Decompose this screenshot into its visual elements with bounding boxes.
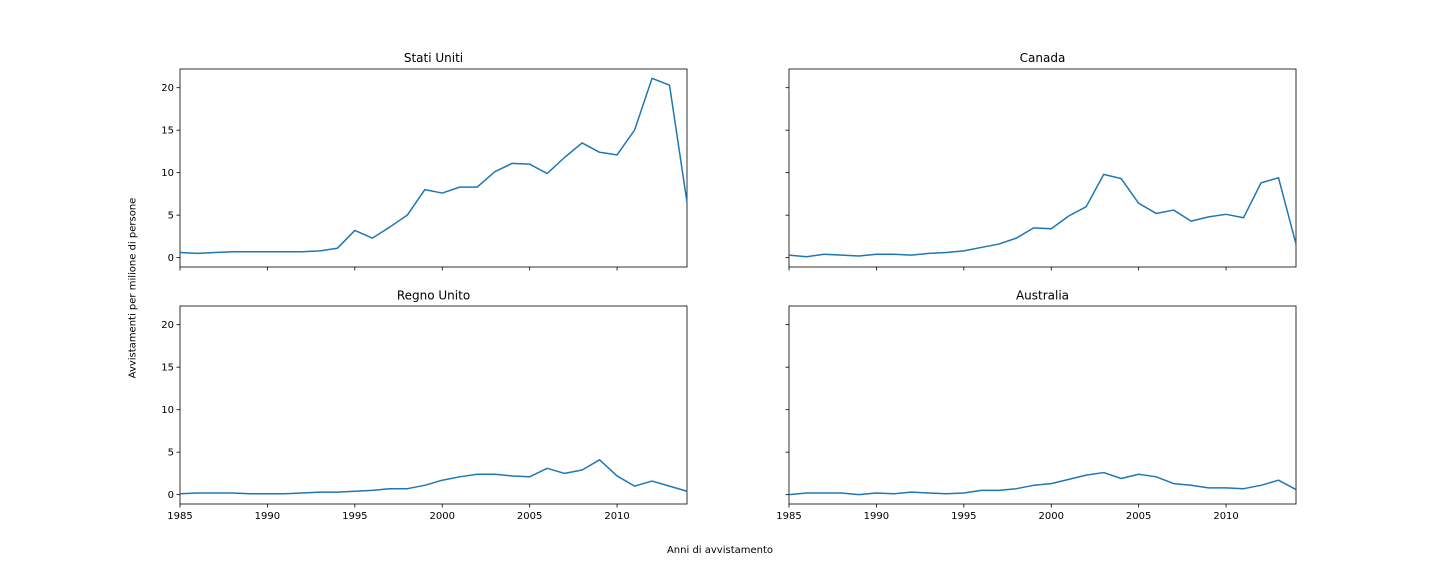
- y-tick-label: 0: [168, 490, 174, 501]
- x-tick-label: 1995: [342, 511, 367, 522]
- x-tick-label: 2000: [1039, 511, 1064, 522]
- y-tick-label: 20: [161, 320, 174, 331]
- panel-axes: 0 5 10 15 20: [161, 68, 688, 271]
- y-tick-label: 10: [161, 405, 174, 416]
- series-line: [179, 77, 688, 255]
- x-tick-label: 1990: [255, 511, 280, 522]
- y-tick-label: 5: [168, 211, 174, 222]
- x-tick-label: 1995: [951, 511, 976, 522]
- panel-canada: Canada: [1020, 51, 1066, 65]
- y-tick-label: 10: [161, 168, 174, 179]
- x-axis-label: Anni di avvistamento: [667, 545, 773, 556]
- panel-title: Stati Uniti: [404, 51, 463, 65]
- panel-axes: [785, 68, 1297, 271]
- x-tick-label: 2010: [604, 511, 629, 522]
- x-tick-label: 1985: [167, 511, 192, 522]
- y-tick-label: 15: [161, 363, 174, 374]
- panel-title: Canada: [1020, 51, 1066, 65]
- panel-axes: 0 5 10 15 20 1985 1990 1995 2000 2005 2010: [161, 305, 688, 522]
- y-tick-label: 15: [161, 126, 174, 137]
- panel-australia: Australia: [1016, 289, 1069, 303]
- panel-stati-uniti: Stati Uniti: [404, 51, 463, 65]
- x-tick-label: 1990: [864, 511, 889, 522]
- series-line: [788, 173, 1297, 258]
- axes-frame: [788, 305, 1297, 505]
- series-line: [788, 471, 1297, 496]
- y-tick-label: 5: [168, 448, 174, 459]
- axes-frame: [788, 68, 1297, 268]
- y-axis-label: Avvistamenti per milione di persone: [128, 198, 139, 379]
- x-tick-label: 2000: [430, 511, 455, 522]
- x-tick-label: 2010: [1213, 511, 1238, 522]
- x-tick-label: 2005: [1126, 511, 1151, 522]
- x-tick-label: 2005: [517, 511, 542, 522]
- y-tick-label: 0: [168, 253, 174, 264]
- axes-frame: [179, 305, 688, 505]
- series-line: [179, 459, 688, 495]
- y-tick-label: 20: [161, 83, 174, 94]
- panel-regno-unito: Regno Unito: [397, 289, 470, 303]
- axes-frame: [179, 68, 688, 268]
- panel-axes: 1985 1990 1995 2000 2005 2010: [776, 305, 1297, 522]
- panel-title: Regno Unito: [397, 289, 470, 303]
- panel-title: Australia: [1016, 289, 1069, 303]
- x-tick-label: 1985: [776, 511, 801, 522]
